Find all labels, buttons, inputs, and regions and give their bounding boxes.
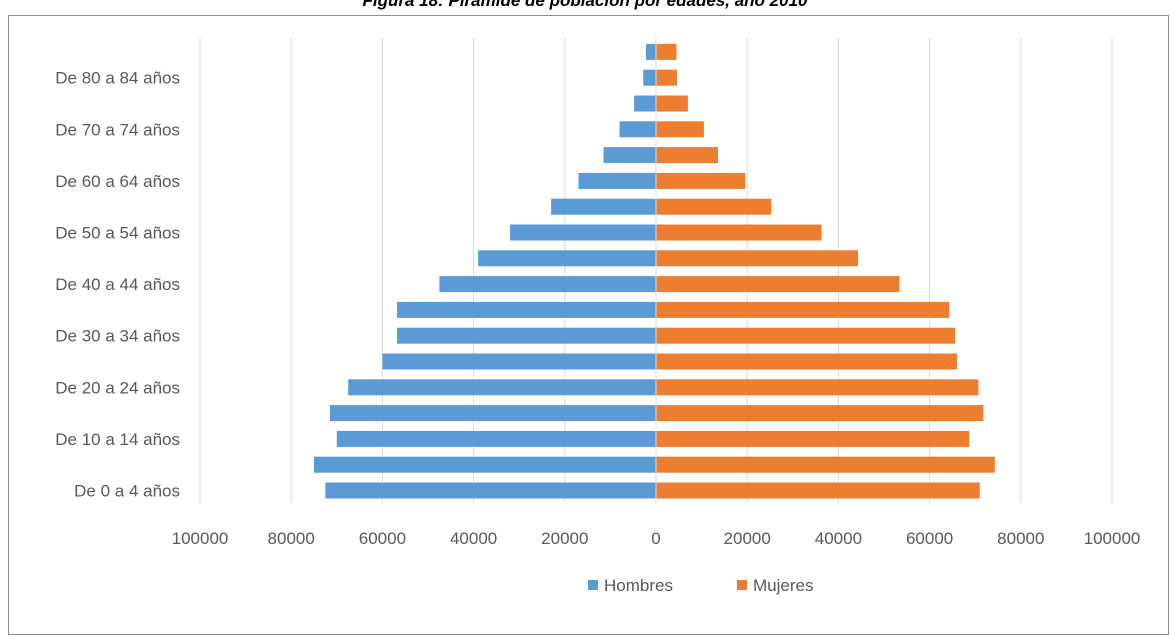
- population-pyramid-chart: De 0 a 4 años De 10 a 14 años De 20 a 24 a…: [55, 38, 1141, 595]
- legend-swatch-mujeres: [737, 580, 747, 590]
- bar-mujeres-6: [656, 327, 956, 344]
- x-tick-label: 40000: [815, 529, 862, 548]
- bar-hombres-2: [336, 430, 656, 447]
- legend-swatch-hombres: [588, 580, 598, 590]
- bar-hombres-8: [439, 276, 656, 293]
- bar-mujeres-10: [656, 224, 822, 241]
- bar-hombres-17: [645, 43, 656, 60]
- bar-mujeres-13: [656, 147, 719, 164]
- bar-hombres-10: [510, 224, 656, 241]
- bar-mujeres-14: [656, 121, 704, 138]
- bar-hombres-4: [348, 379, 656, 396]
- category-label: De 40 a 44 años: [55, 275, 180, 294]
- bar-mujeres-16: [656, 69, 677, 86]
- bar-hombres-9: [478, 250, 656, 267]
- bar-mujeres-9: [656, 250, 859, 267]
- x-tick-label: 80000: [268, 529, 315, 548]
- legend: Hombres Mujeres: [588, 576, 813, 595]
- category-label: De 10 a 14 años: [55, 430, 180, 449]
- x-tick-label: 20000: [541, 529, 588, 548]
- chart-title: Figura 18: Pirámide de población por eda…: [362, 0, 808, 10]
- bars: [314, 43, 995, 499]
- bar-hombres-7: [396, 301, 656, 318]
- category-label: De 0 a 4 años: [74, 482, 180, 501]
- bar-mujeres-4: [656, 379, 979, 396]
- category-label: De 20 a 24 años: [55, 378, 180, 397]
- bar-mujeres-15: [656, 95, 688, 112]
- category-label: De 70 a 74 años: [55, 120, 180, 139]
- bar-mujeres-11: [656, 198, 772, 215]
- category-labels: De 0 a 4 años De 10 a 14 años De 20 a 24 a…: [55, 69, 180, 501]
- bar-mujeres-3: [656, 405, 984, 422]
- x-tick-label: 80000: [997, 529, 1044, 548]
- category-label: De 50 a 54 años: [55, 224, 180, 243]
- x-tick-label: 100000: [172, 529, 229, 548]
- bar-mujeres-2: [656, 430, 970, 447]
- bar-mujeres-17: [656, 43, 677, 60]
- bar-hombres-14: [619, 121, 656, 138]
- bar-mujeres-1: [656, 456, 995, 473]
- bar-hombres-3: [329, 405, 656, 422]
- x-tick-label: 100000: [1084, 529, 1141, 548]
- category-label: De 30 a 34 años: [55, 327, 180, 346]
- bar-hombres-11: [551, 198, 656, 215]
- x-tick-label: 0: [651, 529, 660, 548]
- bar-hombres-5: [382, 353, 656, 370]
- category-label: De 60 a 64 años: [55, 172, 180, 191]
- bar-hombres-16: [643, 69, 656, 86]
- x-tick-labels: 100000 80000 60000 40000 20000 0 20000 40000 600…: [172, 529, 1141, 548]
- x-tick-label: 40000: [450, 529, 497, 548]
- legend-label-hombres: Hombres: [604, 576, 673, 595]
- gridlines: [199, 38, 1113, 503]
- x-tick-label: 60000: [359, 529, 406, 548]
- bar-hombres-13: [603, 147, 656, 164]
- bar-hombres-0: [325, 482, 656, 499]
- bar-hombres-15: [634, 95, 656, 112]
- bar-hombres-6: [396, 327, 656, 344]
- bar-mujeres-12: [656, 172, 746, 189]
- legend-label-mujeres: Mujeres: [753, 576, 813, 595]
- category-label: De 80 a 84 años: [55, 69, 180, 88]
- bar-mujeres-5: [656, 353, 957, 370]
- x-tick-label: 20000: [724, 529, 771, 548]
- bar-mujeres-8: [656, 276, 900, 293]
- x-tick-label: 60000: [906, 529, 953, 548]
- bar-mujeres-7: [656, 301, 950, 318]
- bar-hombres-1: [314, 456, 656, 473]
- bar-mujeres-0: [656, 482, 980, 499]
- bar-hombres-12: [578, 172, 656, 189]
